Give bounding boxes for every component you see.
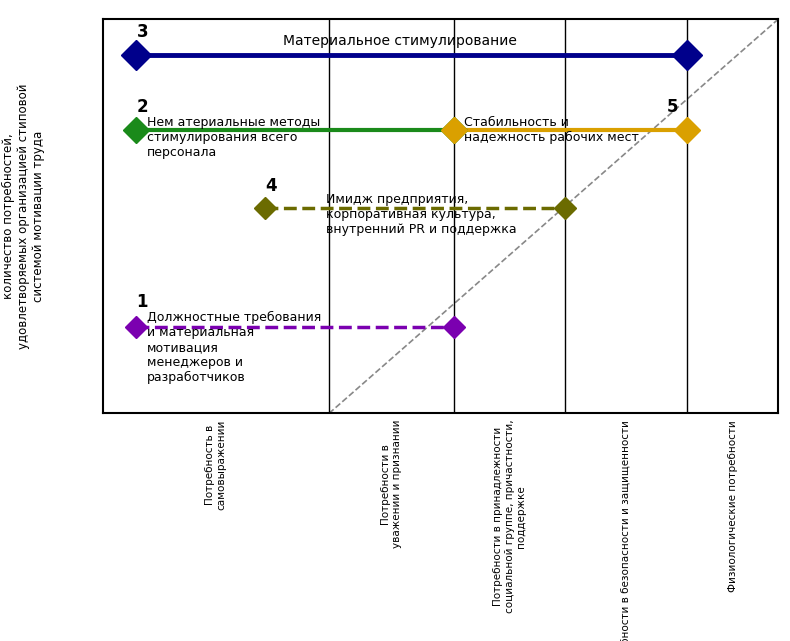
Text: Материальное стимулирование: Материальное стимулирование: [283, 34, 517, 48]
Text: количество потребностей,
удовлетворяемых организацией стиповой
системой мотиваци: количество потребностей, удовлетворяемых…: [2, 83, 45, 349]
Text: 3: 3: [137, 23, 148, 41]
Text: Стабильность и
надежность рабочих мест: Стабильность и надежность рабочих мест: [464, 116, 639, 144]
Text: Потребности в безопасности и защищенности: Потребности в безопасности и защищенност…: [621, 420, 631, 641]
Text: Нем атериальные методы
стимулирования всего
персонала: Нем атериальные методы стимулирования вс…: [147, 116, 320, 159]
Text: 4: 4: [265, 177, 276, 195]
Text: 2: 2: [137, 98, 148, 116]
Text: Должностные требования
и материальная
мотивация
менеджеров и
разработчиков: Должностные требования и материальная мо…: [147, 311, 321, 384]
Text: Потребности в
уважении и признании: Потребности в уважении и признании: [381, 420, 402, 548]
Text: 1: 1: [137, 293, 148, 311]
Text: Физиологические потребности: Физиологические потребности: [728, 420, 738, 592]
Text: Имидж предприятия,
корпоративная культура,
внутренний PR и поддержка: Имидж предприятия, корпоративная культур…: [325, 193, 516, 236]
Text: Потребность в
самовыражении: Потребность в самовыражении: [205, 420, 227, 510]
Text: Потребности в принадлежности
социальной группе, причастности,
поддержке: Потребности в принадлежности социальной …: [493, 420, 526, 613]
Text: 5: 5: [667, 98, 678, 116]
